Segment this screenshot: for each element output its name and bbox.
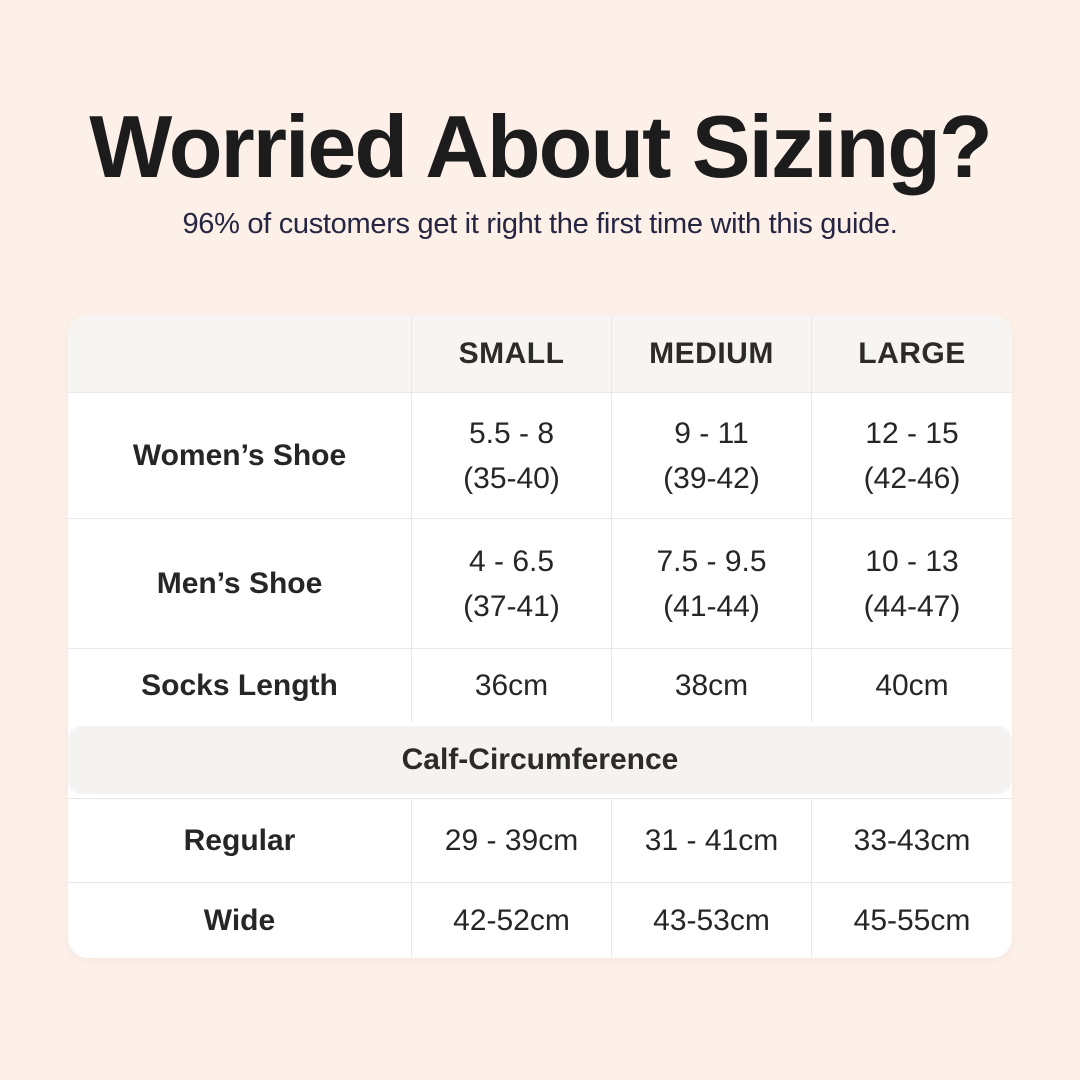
table-cell: 12 - 15 (42-46) <box>812 393 1012 518</box>
table-cell: 38cm <box>612 649 812 722</box>
size-guide-table: SMALL MEDIUM LARGE Women’s Shoe 5.5 - 8 … <box>68 315 1012 958</box>
table-cell: 10 - 13 (44-47) <box>812 519 1012 648</box>
table-cell: 5.5 - 8 (35-40) <box>412 393 612 518</box>
column-header-large: LARGE <box>858 337 966 370</box>
cell-line: (35-40) <box>463 461 560 495</box>
cell-line: 12 - 15 <box>865 416 959 450</box>
row-label: Women’s Shoe <box>68 393 412 518</box>
column-header-medium: MEDIUM <box>612 315 812 392</box>
cell-line: 9 - 11 <box>674 416 749 450</box>
cell-line: (42-46) <box>863 461 961 495</box>
table-row-wide: Wide 42-52cm 43-53cm 45-55cm <box>68 882 1012 957</box>
table-cell: 31 - 41cm <box>612 799 812 882</box>
table-row-mens-shoe: Men’s Shoe 4 - 6.5 (37-41) 7.5 - 9.5 (41… <box>68 518 1012 648</box>
table-header-row: SMALL MEDIUM LARGE <box>68 315 1012 392</box>
table-row-womens-shoe: Women’s Shoe 5.5 - 8 (35-40) 9 - 11 (39-… <box>68 392 1012 518</box>
table-row-regular: Regular 29 - 39cm 31 - 41cm 33-43cm <box>68 798 1012 882</box>
table-cell: 9 - 11 (39-42) <box>612 393 812 518</box>
table-cell: 33-43cm <box>853 824 971 857</box>
cell-line: 10 - 13 <box>865 544 959 578</box>
page-title: Worried About Sizing? <box>89 97 992 196</box>
row-label: Men’s Shoe <box>68 519 412 648</box>
cell-line: (39-42) <box>663 461 760 495</box>
table-cell: 40cm <box>875 669 949 702</box>
row-label: Socks Length <box>68 649 412 722</box>
table-cell: 7.5 - 9.5 (41-44) <box>612 519 812 648</box>
table-section-calf-circumference: Calf-Circumference <box>68 722 1012 798</box>
header-empty-cell <box>68 315 412 392</box>
column-header-small: SMALL <box>412 315 612 392</box>
table-cell: 4 - 6.5 (37-41) <box>412 519 612 648</box>
table-cell: 42-52cm <box>412 883 612 957</box>
table-cell: 29 - 39cm <box>412 799 612 882</box>
row-label: Regular <box>68 799 412 882</box>
cell-line: (37-41) <box>463 589 560 623</box>
cell-line: 7.5 - 9.5 <box>656 544 767 578</box>
cell-line: 4 - 6.5 <box>468 544 555 578</box>
table-row-socks-length: Socks Length 36cm 38cm 40cm <box>68 648 1012 722</box>
cell-line: (41-44) <box>663 589 760 623</box>
page-subtitle: 96% of customers get it right the first … <box>182 208 898 240</box>
section-header-label: Calf-Circumference <box>68 726 1012 794</box>
table-cell: 43-53cm <box>612 883 812 957</box>
table-cell: 45-55cm <box>853 903 971 937</box>
cell-line: 5.5 - 8 <box>468 416 555 450</box>
table-cell: 36cm <box>412 649 612 722</box>
cell-line: (44-47) <box>863 589 961 623</box>
row-label: Wide <box>68 883 412 957</box>
